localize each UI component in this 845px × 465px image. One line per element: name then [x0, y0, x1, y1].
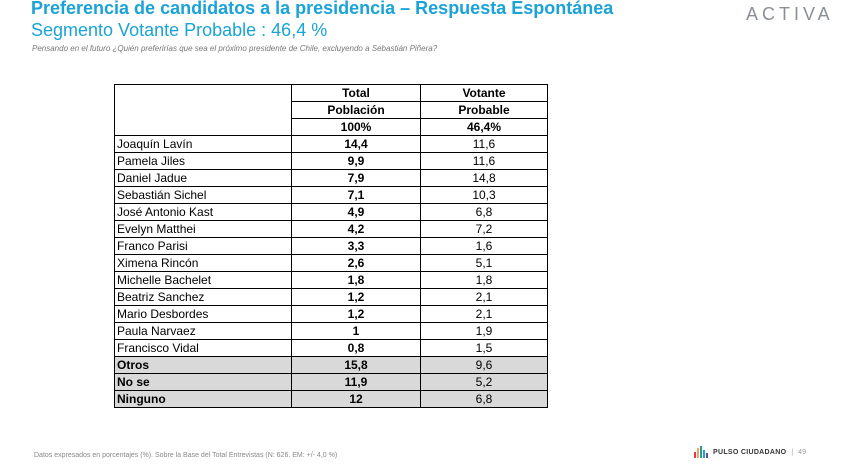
pulso-ciudadano-brand: PULSO CIUDADANO | 49	[694, 446, 806, 458]
results-table: Total Votante Población Probable 100% 46…	[114, 84, 548, 408]
total-value-cell: 1,2	[291, 288, 421, 306]
total-value-cell: 1,8	[291, 271, 421, 289]
candidate-name-cell: Paula Narvaez	[114, 322, 292, 340]
table-row: Daniel Jadue 7,9 14,8	[114, 169, 548, 187]
candidate-name-cell: Sebastián Sichel	[114, 186, 292, 204]
col-total-header-3: 100%	[291, 118, 421, 136]
candidate-name-cell: Joaquín Lavín	[114, 135, 292, 153]
brand-icon-bar	[697, 448, 699, 458]
candidate-name-cell: Daniel Jadue	[114, 169, 292, 187]
brand-name: PULSO CIUDADANO	[713, 448, 787, 456]
total-value-cell: 9,9	[291, 152, 421, 170]
survey-question: Pensando en el futuro ¿Quién preferirías…	[32, 44, 438, 53]
probable-value-cell: 1,8	[420, 271, 548, 289]
candidate-name-cell: Evelyn Matthei	[114, 220, 292, 238]
total-value-cell: 15,8	[291, 356, 421, 374]
candidate-name-cell: Michelle Bachelet	[114, 271, 292, 289]
brand-icon-bar	[703, 450, 705, 458]
table-row: Francisco Vidal 0,8 1,5	[114, 339, 548, 357]
candidate-name-cell: José Antonio Kast	[114, 203, 292, 221]
total-value-cell: 1,2	[291, 305, 421, 323]
total-value-cell: 1	[291, 322, 421, 340]
page-number: 49	[798, 448, 806, 456]
col-total-header-1: Total	[291, 84, 421, 102]
probable-value-cell: 14,8	[420, 169, 548, 187]
total-value-cell: 4,9	[291, 203, 421, 221]
total-value-cell: 11,9	[291, 373, 421, 391]
col-probable-header-2: Probable	[420, 101, 548, 119]
footer-separator: |	[791, 448, 794, 456]
brand-icon-bar	[694, 452, 696, 458]
table-row: Paula Narvaez 1 1,9	[114, 322, 548, 340]
candidate-name-cell: Otros	[114, 356, 292, 374]
probable-value-cell: 5,1	[420, 254, 548, 272]
total-value-cell: 12	[291, 390, 421, 408]
candidate-name-cell: No se	[114, 373, 292, 391]
probable-value-cell: 10,3	[420, 186, 548, 204]
probable-value-cell: 2,1	[420, 288, 548, 306]
page-title: Preferencia de candidatos a la presidenc…	[31, 0, 614, 18]
col-total-header-2: Población	[291, 101, 421, 119]
col-probable-header-1: Votante	[420, 84, 548, 102]
total-value-cell: 2,6	[291, 254, 421, 272]
probable-value-cell: 6,8	[420, 390, 548, 408]
probable-value-cell: 2,1	[420, 305, 548, 323]
total-value-cell: 0,8	[291, 339, 421, 357]
probable-value-cell: 7,2	[420, 220, 548, 238]
candidate-name-cell: Beatriz Sanchez	[114, 288, 292, 306]
footer-note: Datos expresados en porcentajes (%). Sob…	[34, 452, 338, 459]
table-row: Franco Parisi 3,3 1,6	[114, 237, 548, 255]
table-corner-cell	[114, 84, 292, 136]
total-value-cell: 7,9	[291, 169, 421, 187]
probable-value-cell: 5,2	[420, 373, 548, 391]
table-row: Michelle Bachelet 1,8 1,8	[114, 271, 548, 289]
total-value-cell: 14,4	[291, 135, 421, 153]
col-probable-header-3: 46,4%	[420, 118, 548, 136]
total-value-cell: 3,3	[291, 237, 421, 255]
candidate-name-cell: Francisco Vidal	[114, 339, 292, 357]
table-row: Pamela Jiles 9,9 11,6	[114, 152, 548, 170]
probable-value-cell: 9,6	[420, 356, 548, 374]
candidate-name-cell: Mario Desbordes	[114, 305, 292, 323]
summary-row: Ninguno 12 6,8	[114, 390, 548, 408]
table-row: José Antonio Kast 4,9 6,8	[114, 203, 548, 221]
total-value-cell: 4,2	[291, 220, 421, 238]
candidate-name-cell: Ninguno	[114, 390, 292, 408]
table-row: Evelyn Matthei 4,2 7,2	[114, 220, 548, 238]
table-row: Joaquín Lavín 14,4 11,6	[114, 135, 548, 153]
table-row: Sebastián Sichel 7,1 10,3	[114, 186, 548, 204]
candidate-name-cell: Pamela Jiles	[114, 152, 292, 170]
probable-value-cell: 1,6	[420, 237, 548, 255]
brand-icon-bar	[700, 446, 702, 458]
bar-chart-icon	[694, 446, 708, 458]
summary-row: No se 11,9 5,2	[114, 373, 548, 391]
probable-value-cell: 1,9	[420, 322, 548, 340]
activa-logo: ACTIVA	[746, 4, 834, 24]
summary-row: Otros 15,8 9,6	[114, 356, 548, 374]
table-row: Mario Desbordes 1,2 2,1	[114, 305, 548, 323]
probable-value-cell: 11,6	[420, 152, 548, 170]
table-row: Beatriz Sanchez 1,2 2,1	[114, 288, 548, 306]
total-value-cell: 7,1	[291, 186, 421, 204]
probable-value-cell: 1,5	[420, 339, 548, 357]
brand-icon-bar	[706, 453, 708, 458]
table-row: Ximena Rincón 2,6 5,1	[114, 254, 548, 272]
candidate-name-cell: Ximena Rincón	[114, 254, 292, 272]
candidate-name-cell: Franco Parisi	[114, 237, 292, 255]
table-header-row: Total Votante	[114, 84, 548, 136]
probable-value-cell: 11,6	[420, 135, 548, 153]
probable-value-cell: 6,8	[420, 203, 548, 221]
page-subtitle: Segmento Votante Probable : 46,4 %	[31, 20, 328, 40]
